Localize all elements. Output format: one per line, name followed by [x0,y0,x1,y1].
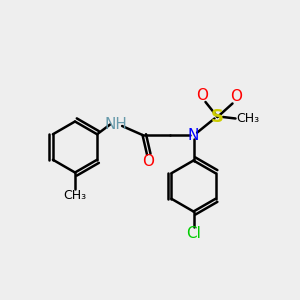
Text: O: O [142,154,154,169]
Text: O: O [230,89,242,104]
Text: CH₃: CH₃ [236,112,260,125]
Text: NH: NH [104,117,127,132]
Text: N: N [188,128,199,142]
Text: Cl: Cl [186,226,201,241]
Text: S: S [211,108,224,126]
Text: CH₃: CH₃ [63,189,87,203]
Text: O: O [196,88,208,103]
